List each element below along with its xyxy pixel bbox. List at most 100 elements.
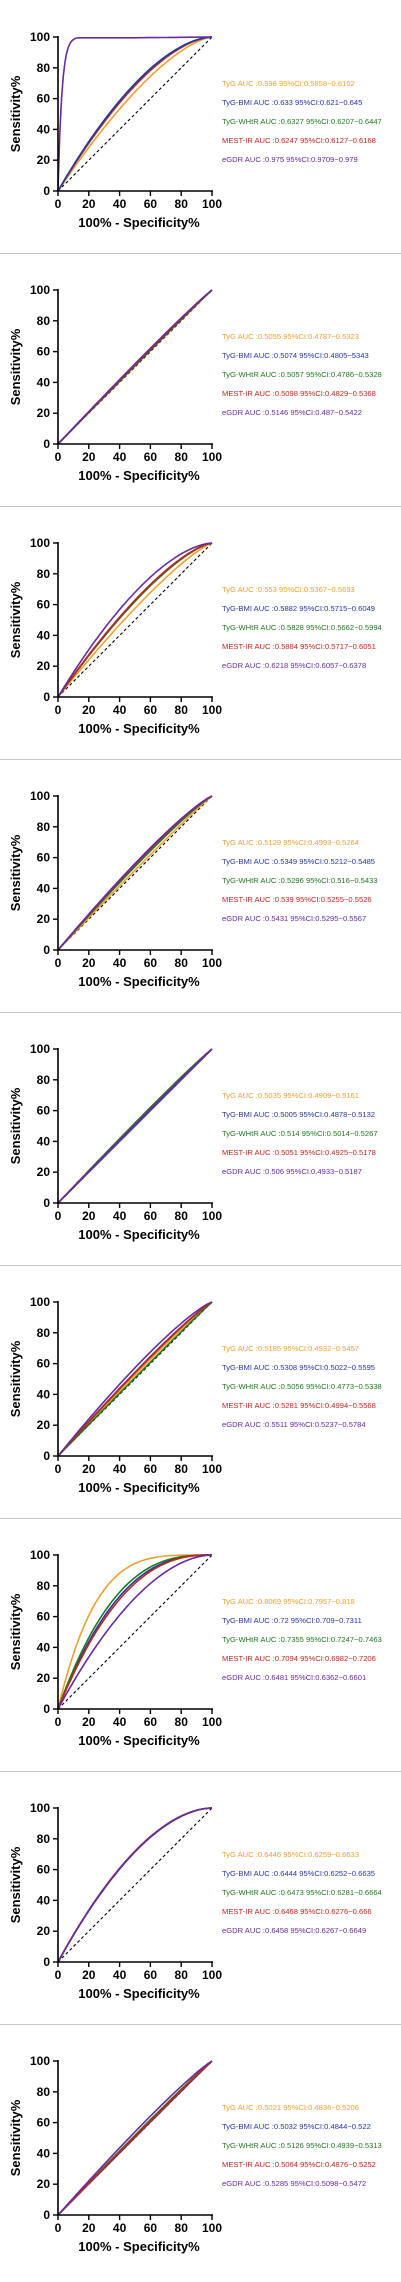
x-tick-label: 60 (144, 197, 158, 211)
legend-entry-egdr: eGDR AUC :0.975 95%CI:0.9709~0.979 (222, 155, 358, 164)
roc-curve-tyg (57, 795, 213, 951)
y-tick-label: 80 (37, 2085, 51, 2099)
y-tick-label: 60 (37, 1357, 51, 1371)
y-tick-label: 0 (43, 437, 50, 451)
y-tick-label: 40 (37, 1134, 51, 1148)
panel-separator (0, 1012, 401, 1013)
y-tick-label: 40 (37, 1893, 51, 1907)
x-tick-label: 100 (202, 703, 222, 717)
y-tick-label: 0 (43, 2208, 50, 2222)
legend-entry-tyg: TyG AUC :0.6446 95%CI:0.6259~0.6633 (222, 1850, 359, 1859)
panel-separator (0, 2024, 401, 2025)
legend-entry-tyg-whtr: TyG-WHtR AUC :0.5056 95%CI:0.4773~0.5338 (222, 1382, 382, 1391)
y-tick-label: 40 (37, 881, 51, 895)
y-tick-label: 20 (37, 153, 51, 167)
y-axis-label: Sensitivity% (8, 834, 23, 911)
x-tick-label: 80 (175, 1715, 189, 1729)
legend-entry-tyg-whtr: TyG-WHtR AUC :0.6327 95%CI:0.6207~0.6447 (222, 117, 382, 126)
legend-entry-tyg-bmi: TyG-BMI AUC :0.5074 95%CI:0.4805~5343 (222, 351, 369, 360)
x-tick-label: 100 (202, 1968, 222, 1982)
legend-entry-tyg-bmi: TyG-BMI AUC :0.5032 95%CI:0.4844~0.522 (222, 2122, 371, 2131)
legend-entry-tyg-whtr: TyG-WHtR AUC :0.5126 95%CI:0.4939~0.5313 (222, 2141, 382, 2150)
legend-entry-tyg-bmi: TyG-BMI AUC :0.633 95%CI:0.621~0.645 (222, 98, 362, 107)
y-tick-label: 80 (37, 314, 51, 328)
y-tick-label: 20 (37, 1924, 51, 1938)
x-tick-label: 40 (113, 1462, 127, 1476)
legend-entry-tyg-bmi: TyG-BMI AUC :0.5349 95%CI:0.5212~0.5485 (222, 857, 375, 866)
x-axis-label: 100% - Specificity% (78, 468, 200, 483)
x-tick-label: 0 (55, 197, 62, 211)
roc-panel: 0 0 20 20 40 40 60 60 80 80 100 100 100% - Specifici… (0, 759, 401, 1012)
x-tick-label: 20 (82, 197, 96, 211)
x-axis-label: 100% - Specificity% (78, 2239, 200, 2254)
x-tick-label: 40 (113, 1209, 127, 1223)
legend-entry-tyg: TyG AUC :0.8069 95%CI:0.7957~0.818 (222, 1597, 355, 1606)
legend-entry-mest-ir: MEST-IR AUC :0.6468 95%CI:0.6276~0.666 (222, 1907, 372, 1916)
x-tick-label: 100 (202, 2221, 222, 2235)
roc-panel: 0 0 20 20 40 40 60 60 80 80 100 100 100% - Specifici… (0, 1012, 401, 1265)
roc-curve-tyg-whtr (57, 1301, 213, 1457)
y-tick-label: 0 (43, 1955, 50, 1969)
y-tick-label: 60 (37, 1104, 51, 1118)
x-tick-label: 80 (175, 1968, 189, 1982)
y-tick-label: 100 (30, 1801, 50, 1815)
x-tick-label: 80 (175, 197, 189, 211)
legend-entry-tyg: TyG AUC :0.598 95%CI:0.5858~0.6102 (222, 79, 355, 88)
x-tick-label: 0 (55, 1209, 62, 1223)
x-tick-label: 20 (82, 450, 96, 464)
x-tick-label: 0 (55, 703, 62, 717)
y-tick-label: 80 (37, 1832, 51, 1846)
y-axis-label: Sensitivity% (8, 2099, 23, 2176)
roc-curve-tyg-bmi (57, 1807, 213, 1963)
roc-curve-tyg-whtr (57, 1807, 213, 1963)
y-tick-label: 100 (30, 1548, 50, 1562)
x-tick-label: 100 (202, 956, 222, 970)
legend-entry-egdr: eGDR AUC :0.5146 95%CI:0.487~0.5422 (222, 408, 362, 417)
y-axis-label: Sensitivity% (8, 581, 23, 658)
x-tick-label: 60 (144, 703, 158, 717)
roc-curve-egdr (57, 795, 213, 951)
x-tick-label: 60 (144, 1209, 158, 1223)
x-tick-label: 80 (175, 1209, 189, 1223)
legend-entry-mest-ir: MEST-IR AUC :0.539 95%CI:0.5255~0.5526 (222, 895, 372, 904)
x-tick-label: 60 (144, 1968, 158, 1982)
legend-entry-tyg-whtr: TyG-WHtR AUC :0.514 95%CI:0.5014~0.5267 (222, 1129, 378, 1138)
legend-entry-mest-ir: MEST-IR AUC :0.5884 95%CI:0.5717~0.6051 (222, 642, 376, 651)
panel-separator (0, 506, 401, 507)
x-tick-label: 0 (55, 1462, 62, 1476)
y-tick-label: 100 (30, 1295, 50, 1309)
roc-curve-mest-ir (57, 1807, 213, 1963)
x-tick-label: 0 (55, 2221, 62, 2235)
roc-curve-tyg-bmi (57, 36, 213, 192)
roc-panel: 0 0 20 20 40 40 60 60 80 80 100 100 100% - Specifici… (0, 253, 401, 506)
legend-entry-tyg: TyG AUC :0.5035 95%CI:0.4909~0.5161 (222, 1091, 359, 1100)
legend-entry-tyg-whtr: TyG-WHtR AUC :0.5057 95%CI:0.4786~0.5328 (222, 370, 382, 379)
y-axis-label: Sensitivity% (8, 1846, 23, 1923)
x-tick-label: 100 (202, 1715, 222, 1729)
panel-separator (0, 1771, 401, 1772)
x-tick-label: 80 (175, 2221, 189, 2235)
y-tick-label: 100 (30, 30, 50, 44)
x-tick-label: 20 (82, 2221, 96, 2235)
legend-entry-tyg-bmi: TyG-BMI AUC :0.5308 95%CI:0.5022~0.5595 (222, 1363, 375, 1372)
panel-separator (0, 1518, 401, 1519)
panel-separator (0, 1265, 401, 1266)
x-tick-label: 20 (82, 703, 96, 717)
x-tick-label: 40 (113, 197, 127, 211)
x-tick-label: 0 (55, 450, 62, 464)
y-tick-label: 100 (30, 536, 50, 550)
legend-entry-tyg-bmi: TyG-BMI AUC :0.5882 95%CI:0.5715~0.6049 (222, 604, 375, 613)
roc-curve-egdr (57, 1301, 213, 1457)
y-axis-label: Sensitivity% (8, 1340, 23, 1417)
x-tick-label: 0 (55, 1715, 62, 1729)
y-tick-label: 60 (37, 1863, 51, 1877)
y-tick-label: 20 (37, 1671, 51, 1685)
legend-entry-mest-ir: MEST-IR AUC :0.7094 95%CI:0.6982~0.7206 (222, 1654, 376, 1663)
roc-curve-egdr (57, 1554, 213, 1710)
panel-separator (0, 759, 401, 760)
x-tick-label: 0 (55, 956, 62, 970)
